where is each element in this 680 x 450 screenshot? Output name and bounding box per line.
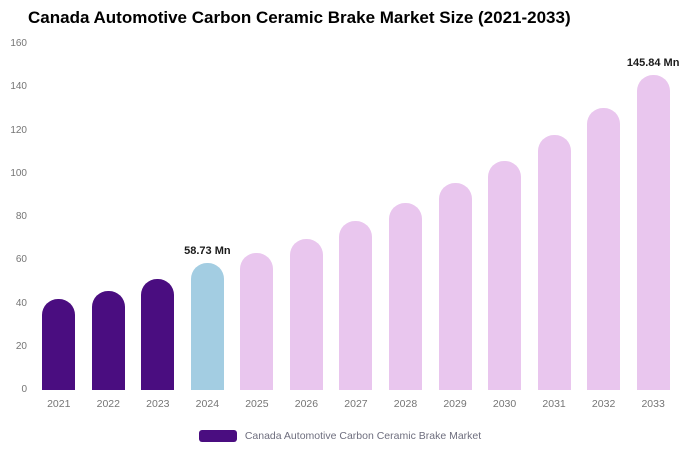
bar-slot xyxy=(488,44,522,390)
x-tick-label: 2028 xyxy=(393,398,418,410)
bar xyxy=(636,75,670,390)
x-tick-label: 2032 xyxy=(591,398,616,410)
x-tick-label: 2026 xyxy=(294,398,319,410)
bar-slot xyxy=(339,44,373,390)
page-title: Canada Automotive Carbon Ceramic Brake M… xyxy=(28,8,571,27)
y-tick-label: 100 xyxy=(10,167,27,179)
y-tick-label: 0 xyxy=(21,384,27,395)
y-tick-label: 140 xyxy=(10,81,27,93)
x-tick-label: 2023 xyxy=(146,398,170,410)
x-tick-label: 2027 xyxy=(344,398,368,410)
y-tick-label: 20 xyxy=(15,340,27,352)
bar-column: 2029 xyxy=(430,44,480,410)
legend: Canada Automotive Carbon Ceramic Brake M… xyxy=(0,430,680,442)
bar-column: 2030 xyxy=(480,44,530,410)
bar xyxy=(339,221,373,390)
x-tick-label: 2031 xyxy=(542,398,566,410)
bar-column: 2032 xyxy=(579,44,629,410)
bar-column: 2028 xyxy=(381,44,431,410)
bar-column: 2027 xyxy=(331,44,381,410)
bar-slot xyxy=(388,44,422,390)
legend-label: Canada Automotive Carbon Ceramic Brake M… xyxy=(244,430,482,442)
bar xyxy=(91,291,125,390)
bar-slot xyxy=(240,44,274,390)
bar xyxy=(388,203,422,390)
y-tick-label: 80 xyxy=(15,211,27,222)
bar-slot xyxy=(587,44,621,390)
legend-swatch xyxy=(198,430,237,442)
y-tick-label: 40 xyxy=(15,297,27,309)
x-tick-label: 2021 xyxy=(47,398,71,410)
bar xyxy=(488,161,522,390)
x-tick-label: 2029 xyxy=(443,398,467,410)
bar-slot xyxy=(438,44,472,390)
bar-value-label: 145.84 Mn xyxy=(626,57,680,69)
bar-column: 2023 xyxy=(133,44,183,410)
x-tick-label: 2030 xyxy=(492,398,517,410)
bar-column: 2026 xyxy=(282,44,332,410)
bar-slot: 145.84 Mn xyxy=(627,44,679,390)
bar-column: 58.73 Mn 2024 xyxy=(183,44,233,410)
bar-slot xyxy=(537,44,571,390)
bar-slot xyxy=(141,44,175,390)
y-tick-label: 120 xyxy=(10,124,27,136)
bar xyxy=(42,299,76,390)
bar xyxy=(141,279,175,390)
y-tick-label: 160 xyxy=(10,38,27,49)
bar-column: 145.84 Mn 2033 xyxy=(627,44,680,410)
bar-column: 2021 xyxy=(34,44,84,410)
bar xyxy=(537,135,571,390)
x-tick-label: 2022 xyxy=(96,398,120,410)
bar-value-label: 58.73 Mn xyxy=(184,245,231,257)
plot-area: 2021 2022 2023 58.73 Mn 2024 2025 2026 2027 2028… xyxy=(34,44,680,410)
bar xyxy=(438,183,472,390)
bar-slot xyxy=(42,44,76,390)
bar xyxy=(190,263,224,390)
bar-column: 2025 xyxy=(232,44,282,410)
bar xyxy=(240,253,274,390)
bar xyxy=(587,108,621,390)
x-tick-label: 2025 xyxy=(245,398,269,410)
bar-column: 2031 xyxy=(529,44,579,410)
bar-column: 2022 xyxy=(84,44,134,410)
bar-slot xyxy=(91,44,125,390)
y-axis: 0 20 40 60 80 100 120 140 160 xyxy=(0,38,27,395)
x-tick-label: 2033 xyxy=(641,398,665,410)
x-tick-label: 2024 xyxy=(195,398,220,410)
bar-slot xyxy=(289,44,323,390)
y-tick-label: 60 xyxy=(15,254,27,266)
bar xyxy=(289,239,323,390)
bar-slot: 58.73 Mn xyxy=(184,44,231,390)
